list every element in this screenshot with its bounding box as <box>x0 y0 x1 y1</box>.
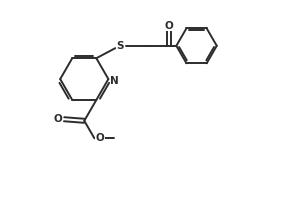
Text: O: O <box>96 133 105 143</box>
Text: O: O <box>53 114 62 124</box>
Text: S: S <box>117 41 124 51</box>
Text: O: O <box>164 21 173 31</box>
Text: N: N <box>110 76 119 86</box>
